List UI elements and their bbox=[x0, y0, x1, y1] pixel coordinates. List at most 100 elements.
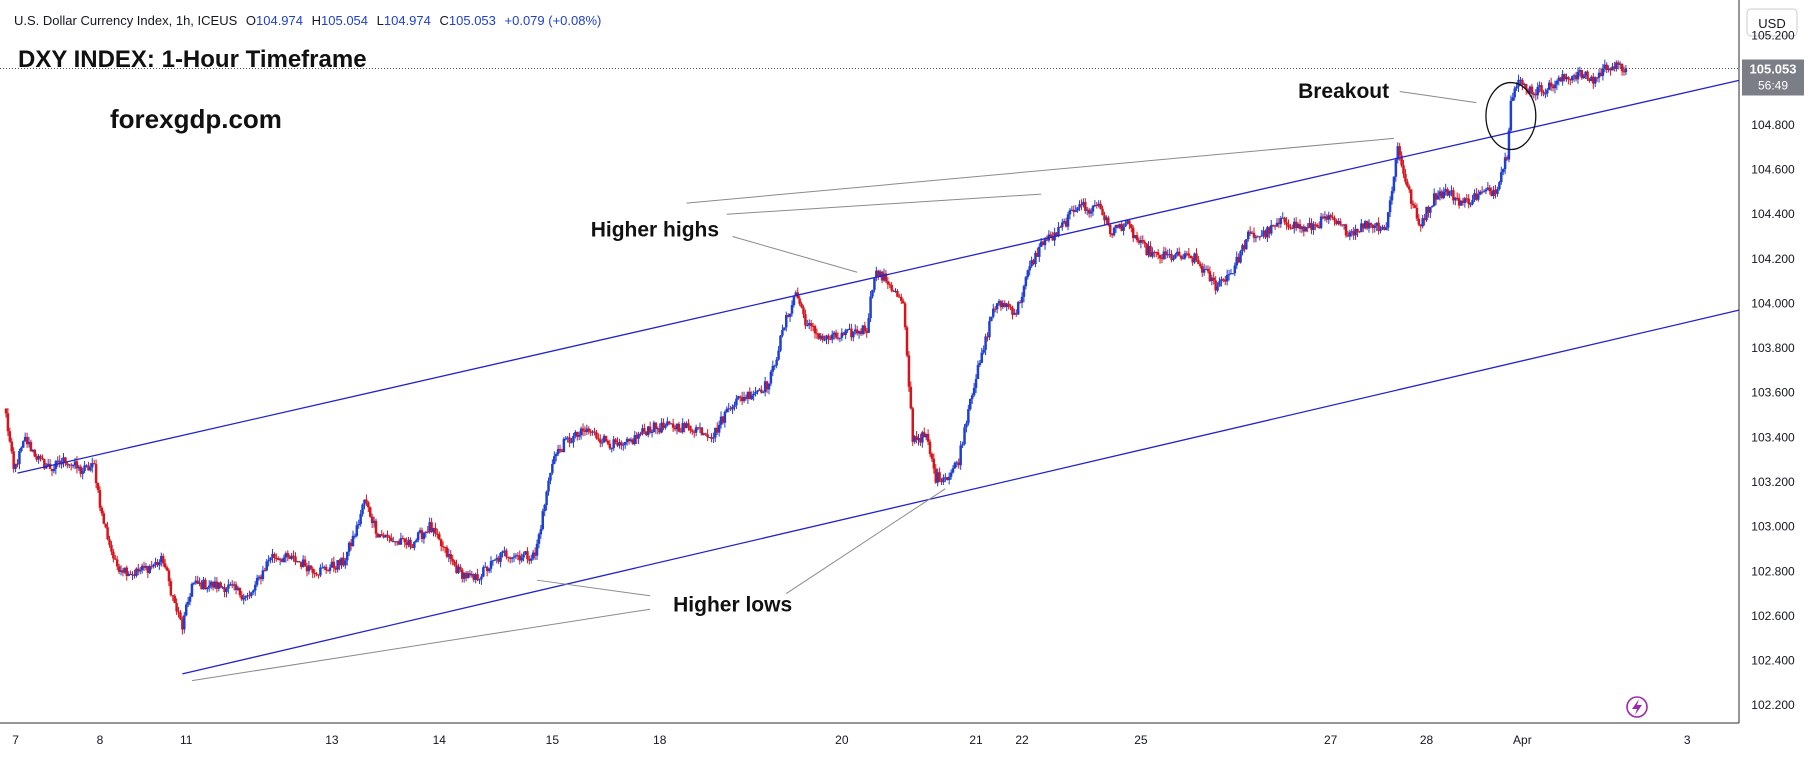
candle-down bbox=[1072, 209, 1076, 213]
candle-up bbox=[1112, 227, 1116, 236]
candle-down bbox=[533, 552, 537, 556]
candle-down bbox=[888, 284, 891, 286]
candle-down bbox=[370, 516, 374, 524]
candle-up bbox=[1342, 224, 1346, 226]
price-scale[interactable] bbox=[1739, 0, 1810, 723]
candle-up bbox=[547, 480, 550, 492]
candle-up bbox=[91, 463, 94, 468]
time-scale-labels: 7 8 11 13 14 15 18 20 21 22 25 27 28 Apr 3 bbox=[12, 733, 1691, 747]
candle-up bbox=[1093, 204, 1097, 207]
candle-down bbox=[903, 303, 907, 328]
candle-down bbox=[668, 421, 671, 424]
candle-up bbox=[510, 557, 514, 559]
candle-down bbox=[786, 315, 790, 317]
candle-up bbox=[1582, 75, 1585, 79]
candle-down bbox=[886, 281, 890, 285]
ohlc-change: +0.079 (+0.08%) bbox=[505, 13, 602, 28]
candle-down bbox=[430, 522, 433, 533]
candle-up bbox=[1122, 226, 1125, 231]
candle-down bbox=[1340, 224, 1344, 226]
candle-up bbox=[769, 371, 773, 384]
candle-up bbox=[652, 422, 656, 432]
candle-down bbox=[1455, 197, 1459, 199]
candle-down bbox=[1423, 218, 1426, 221]
candle-down bbox=[829, 338, 832, 340]
time-scale[interactable] bbox=[0, 723, 1810, 757]
candle-up bbox=[62, 457, 65, 464]
candle-down bbox=[1264, 230, 1267, 238]
currency-button[interactable] bbox=[1746, 8, 1798, 37]
candle-down bbox=[1214, 280, 1217, 291]
candle-up bbox=[660, 422, 663, 433]
price-tick-label: 104.600 bbox=[1751, 163, 1795, 177]
candle-down bbox=[1036, 252, 1039, 257]
candle-down bbox=[1302, 226, 1306, 232]
candle-down bbox=[1427, 206, 1430, 213]
candle-down bbox=[710, 437, 713, 439]
candle-down bbox=[645, 431, 648, 436]
candle-down bbox=[1271, 225, 1275, 227]
candle-down bbox=[1187, 253, 1191, 256]
candle-down bbox=[1409, 189, 1413, 204]
candle-up bbox=[1373, 225, 1377, 228]
candle-down bbox=[441, 546, 445, 548]
candle-down bbox=[1143, 241, 1146, 244]
candle-up bbox=[771, 365, 775, 372]
candle-up bbox=[487, 568, 491, 572]
ohlc-close-label: C bbox=[440, 13, 449, 28]
candle-up bbox=[501, 551, 504, 554]
candle-down bbox=[821, 335, 824, 340]
candle-down bbox=[900, 296, 903, 301]
candle-down bbox=[1344, 224, 1348, 236]
candle-down bbox=[171, 595, 175, 597]
candle-up bbox=[384, 534, 387, 538]
candle-down bbox=[146, 566, 150, 573]
candle-down bbox=[1206, 268, 1210, 272]
candle-up bbox=[1459, 200, 1463, 206]
candle-down bbox=[1434, 193, 1438, 200]
candle-down bbox=[397, 541, 401, 545]
candle-up bbox=[781, 329, 784, 336]
candle-up bbox=[1429, 207, 1432, 213]
candle-down bbox=[1475, 193, 1478, 200]
price-badge-background bbox=[1742, 59, 1804, 96]
candle-down bbox=[1569, 79, 1572, 81]
candle-down bbox=[1128, 220, 1131, 225]
candle-down bbox=[240, 595, 244, 600]
candle-down bbox=[1103, 215, 1106, 221]
candle-up bbox=[641, 428, 644, 435]
candle-up bbox=[610, 448, 614, 450]
candle-up bbox=[997, 301, 1001, 304]
candle-down bbox=[1335, 220, 1338, 224]
candle-up bbox=[763, 381, 767, 392]
candle-up bbox=[1500, 172, 1503, 183]
candle-up bbox=[545, 491, 548, 506]
candle-down bbox=[497, 557, 500, 562]
candle-down bbox=[472, 574, 476, 580]
candle-up bbox=[1327, 215, 1331, 220]
candle-up bbox=[1061, 222, 1064, 228]
candle-up bbox=[1262, 230, 1265, 236]
candle-down bbox=[96, 482, 100, 490]
candle-up bbox=[537, 534, 541, 544]
candle-up bbox=[1319, 216, 1323, 229]
candle-up bbox=[503, 550, 506, 552]
last-price-badge: 105.053 56:49 bbox=[1742, 59, 1804, 96]
candle-up bbox=[522, 554, 525, 558]
candle-down bbox=[915, 436, 918, 441]
candle-down bbox=[1158, 254, 1162, 259]
lightning-bolt-icon[interactable] bbox=[1626, 696, 1648, 718]
candle-up bbox=[493, 559, 497, 561]
candle-up bbox=[1043, 239, 1047, 246]
candle-up bbox=[1501, 169, 1505, 173]
candle-up bbox=[261, 570, 265, 580]
candle-up bbox=[1444, 189, 1447, 192]
candle-up bbox=[282, 557, 286, 562]
candle-up bbox=[1210, 277, 1214, 282]
candle-down bbox=[744, 397, 748, 399]
candle-up bbox=[1323, 216, 1327, 219]
candle-down bbox=[16, 463, 19, 465]
candle-up bbox=[413, 541, 416, 548]
candle-down bbox=[815, 333, 819, 335]
